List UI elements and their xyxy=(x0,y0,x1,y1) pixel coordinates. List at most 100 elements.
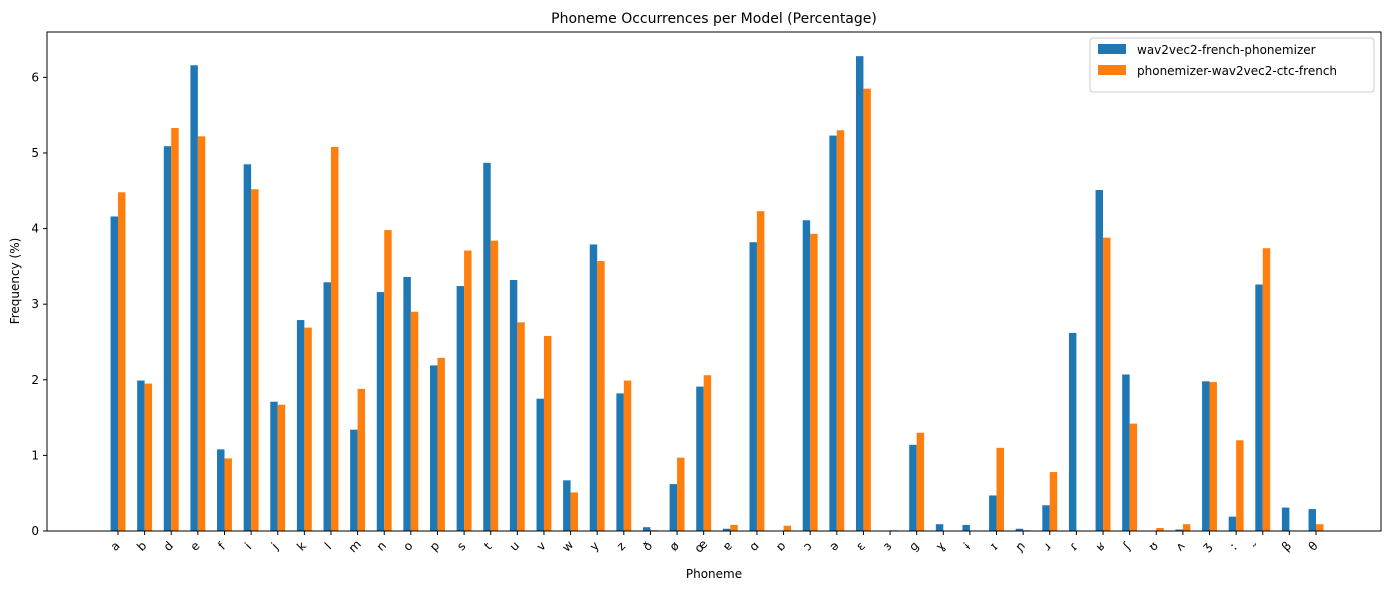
y-tick-label: 5 xyxy=(31,146,39,160)
bar-2-12 xyxy=(437,357,445,531)
x-tick-label: i xyxy=(242,540,254,552)
y-tick-label: 4 xyxy=(31,222,39,236)
x-tick-label: n xyxy=(374,539,389,554)
y-axis-label: Frequency (%) xyxy=(8,238,22,325)
x-tick-label: β xyxy=(1279,539,1294,554)
x-tick-label: l xyxy=(322,540,334,552)
x-tick-label: e xyxy=(187,539,202,554)
x-tick-label: ɒ xyxy=(773,539,788,554)
x-tick-label: s xyxy=(454,539,468,553)
bar-2-2 xyxy=(171,128,179,531)
bar-2-5 xyxy=(251,189,259,531)
x-tick-label: ɲ xyxy=(1012,538,1028,554)
y-tick-label: 2 xyxy=(31,373,39,387)
bar-1-28 xyxy=(855,56,864,531)
x-tick-label: ø xyxy=(667,539,682,554)
bar-1-5 xyxy=(243,164,252,531)
x-tick-label: v xyxy=(534,539,549,554)
x-tick-label: ɐ xyxy=(720,539,735,554)
plot-frame xyxy=(46,31,1382,532)
legend: wav2vec2-french-phonemizer phonemizer-wa… xyxy=(1089,37,1375,93)
bar-2-39 xyxy=(1156,527,1164,531)
bar-1-38 xyxy=(1122,374,1130,531)
bar-1-37 xyxy=(1095,190,1104,531)
x-tick-label: ɨ xyxy=(961,540,974,553)
bar-2-17 xyxy=(570,492,579,531)
bar-2-42 xyxy=(1236,440,1244,531)
x-tick-label: y xyxy=(587,539,602,554)
bar-1-20 xyxy=(642,527,651,531)
legend-frame xyxy=(1089,37,1375,93)
bar-2-26 xyxy=(810,233,818,531)
x-tick-label: ð xyxy=(640,539,655,554)
bar-2-35 xyxy=(1049,472,1058,531)
bar-2-18 xyxy=(597,261,605,531)
x-tick-label: ɑ xyxy=(746,539,761,554)
bar-2-25 xyxy=(783,525,792,531)
x-tick-label: o xyxy=(400,539,415,554)
bar-1-30 xyxy=(909,444,917,531)
bar-1-21 xyxy=(669,484,678,531)
bar-2-1 xyxy=(144,383,153,531)
bar-1-14 xyxy=(483,162,491,532)
legend-label-series-1: wav2vec2-french-phonemizer xyxy=(1137,43,1316,57)
bar-1-17 xyxy=(563,480,571,531)
x-tick-label: u xyxy=(507,539,522,554)
y-tick-label: 0 xyxy=(31,524,39,538)
bar-2-4 xyxy=(224,458,232,531)
x-tick-label: ɪ xyxy=(987,540,1000,553)
bar-1-44 xyxy=(1281,507,1290,531)
x-tick-label: ʁ xyxy=(1093,539,1108,554)
bar-1-16 xyxy=(536,398,544,531)
y-tick-label: 1 xyxy=(31,448,39,462)
x-tick-label: ɛ xyxy=(853,539,867,553)
legend-swatch-series-2 xyxy=(1098,65,1126,75)
bar-2-33 xyxy=(996,447,1004,531)
bar-1-31 xyxy=(935,524,944,531)
bar-1-43 xyxy=(1255,284,1263,531)
bar-1-11 xyxy=(403,276,411,531)
bar-1-33 xyxy=(989,495,997,531)
x-tick-label: k xyxy=(294,539,309,554)
x-tick-label: ʊ xyxy=(1146,539,1161,554)
x-tick-label: a xyxy=(108,539,123,554)
bar-2-13 xyxy=(464,250,472,531)
bar-1-12 xyxy=(430,365,438,531)
bar-1-45 xyxy=(1308,509,1316,531)
bar-1-26 xyxy=(802,220,811,531)
legend-swatch-series-1 xyxy=(1098,44,1126,54)
bar-2-8 xyxy=(330,146,339,532)
x-tick-label: p xyxy=(427,539,442,554)
x-tick-label: ̃ xyxy=(1252,543,1256,547)
bar-2-30 xyxy=(916,432,925,531)
bar-2-40 xyxy=(1182,524,1191,531)
bar-1-18 xyxy=(589,244,598,531)
bar-1-0 xyxy=(110,216,118,532)
bar-1-35 xyxy=(1042,505,1050,531)
x-tick-label: ə xyxy=(826,539,841,554)
bar-1-6 xyxy=(270,401,278,531)
bars-group xyxy=(110,56,1324,532)
bar-1-1 xyxy=(137,380,145,531)
x-tick-label: t xyxy=(481,539,494,552)
bar-2-28 xyxy=(863,88,871,531)
bar-2-23 xyxy=(730,524,738,531)
bar-1-15 xyxy=(509,279,518,531)
x-tick-label: ɡ xyxy=(906,539,921,554)
bar-2-37 xyxy=(1103,237,1111,531)
x-tick-label: ʃ xyxy=(1120,539,1134,553)
bar-1-36 xyxy=(1068,332,1077,531)
bar-2-27 xyxy=(836,130,845,532)
chart-title: Phoneme Occurrences per Model (Percentag… xyxy=(551,11,877,27)
x-tick-label: ɔ xyxy=(800,539,815,554)
y-ticks: 0 1 2 3 4 5 6 xyxy=(31,70,47,538)
bar-2-38 xyxy=(1129,423,1138,531)
bar-1-24 xyxy=(749,242,757,531)
bar-2-10 xyxy=(384,230,392,531)
y-tick-label: 6 xyxy=(31,70,39,84)
bar-2-19 xyxy=(623,380,632,531)
bar-1-27 xyxy=(829,135,837,531)
bar-2-9 xyxy=(357,388,366,531)
